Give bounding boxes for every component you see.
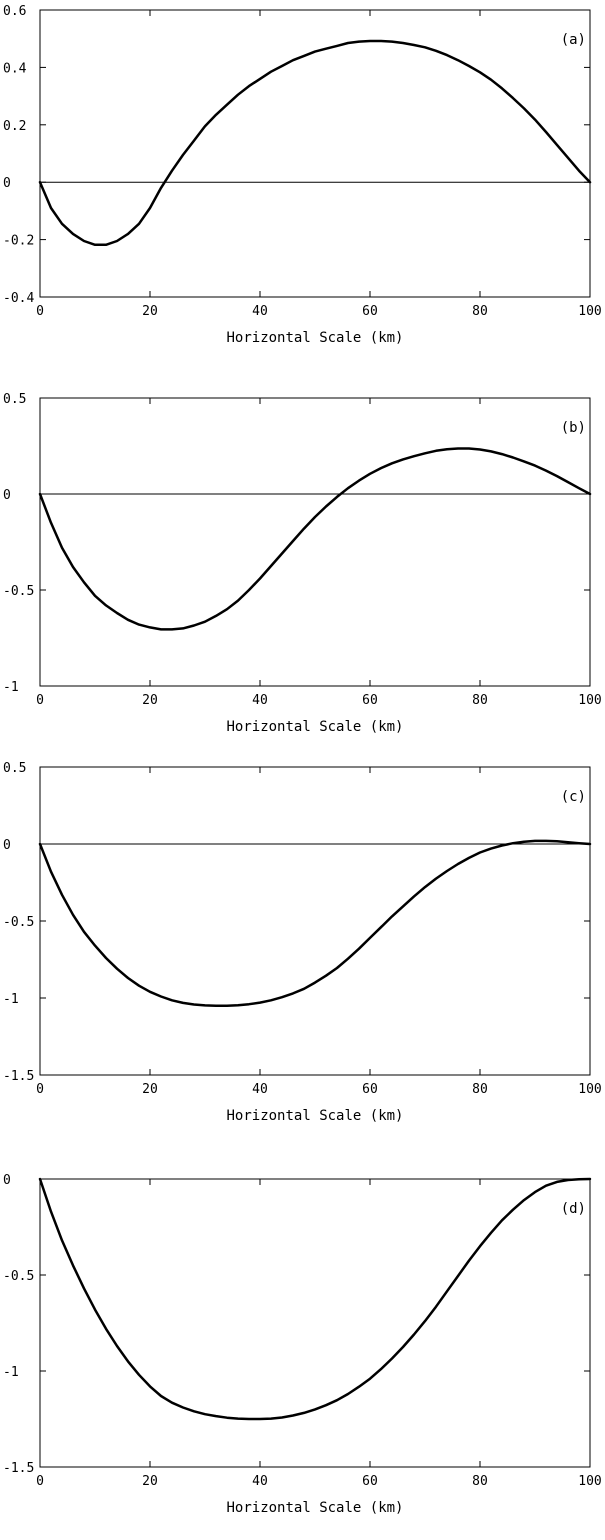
x-tick-label: 0 <box>36 1082 44 1097</box>
x-axis-label: Horizontal Scale (km) <box>226 719 403 735</box>
y-tick-label: 0.5 <box>3 761 26 776</box>
plot-frame <box>39 766 591 1076</box>
x-axis-label: Horizontal Scale (km) <box>226 1500 403 1516</box>
x-tick-label: 80 <box>472 304 488 319</box>
y-tick-label: 0 <box>3 1173 11 1188</box>
panel-label: (b) <box>561 420 586 436</box>
x-tick-label: 40 <box>252 304 268 319</box>
series-line <box>38 39 592 247</box>
x-tick-label: 20 <box>142 1082 158 1097</box>
y-tick-label: 0.4 <box>3 61 27 76</box>
panel-c: 0 20 40 60 80 100 -1.5 -1 -0.5 0 0.5 (c) Horizontal … <box>3 761 602 1124</box>
y-tick-label: 0.5 <box>3 392 26 407</box>
x-tick-label: 60 <box>362 693 378 708</box>
x-tick-label: 0 <box>36 304 44 319</box>
x-tick-label: 60 <box>362 1082 378 1097</box>
plot-frame <box>39 1178 591 1468</box>
x-tick-label: 100 <box>578 304 601 319</box>
x-tick-label: 20 <box>142 1474 158 1489</box>
x-tick-label: 40 <box>252 693 268 708</box>
panel-label: (c) <box>561 789 586 805</box>
y-tick-label: -1 <box>3 1365 19 1380</box>
y-tick-label: -0.4 <box>3 291 34 306</box>
y-tick-label: -1.5 <box>3 1461 34 1476</box>
y-tick-label: 0.6 <box>3 4 26 19</box>
y-tick-label: -0.2 <box>3 234 34 249</box>
panel-d: 0 20 40 60 80 100 -1.5 -1 -0.5 0 (d) Horizontal Sca… <box>3 1173 602 1516</box>
x-axis-label: Horizontal Scale (km) <box>226 330 403 346</box>
x-tick-label: 20 <box>142 304 158 319</box>
y-tick-label: -0.5 <box>3 915 34 930</box>
y-tick-label: -0.5 <box>3 1269 34 1284</box>
y-tick-label: -1.5 <box>3 1069 34 1084</box>
x-tick-label: 0 <box>36 693 44 708</box>
y-tick-label: 0 <box>3 838 11 853</box>
y-tick-label: 0 <box>3 176 11 191</box>
x-axis-label: Horizontal Scale (km) <box>226 1108 403 1124</box>
y-tick-label: -0.5 <box>3 584 34 599</box>
plot-frame <box>39 9 591 298</box>
panel-label: (d) <box>561 1201 586 1217</box>
x-tick-label: 0 <box>36 1474 44 1489</box>
x-tick-label: 80 <box>472 1474 488 1489</box>
panel-a: 0 20 40 60 80 100 -0.4 -0.2 0 0.2 0.4 0.6 (a) Horizon… <box>3 4 602 346</box>
x-tick-label: 80 <box>472 693 488 708</box>
x-tick-label: 60 <box>362 304 378 319</box>
y-tick-label: 0 <box>3 488 11 503</box>
x-tick-label: 20 <box>142 693 158 708</box>
series-line <box>38 447 592 631</box>
series-line <box>38 839 592 1007</box>
panel-label: (a) <box>561 32 586 48</box>
plot-frame <box>39 397 591 687</box>
y-tick-label: 0.2 <box>3 119 26 134</box>
x-tick-label: 60 <box>362 1474 378 1489</box>
panel-b: 0 20 40 60 80 100 -1 -0.5 0 0.5 (b) Horizontal Scal… <box>3 392 602 735</box>
x-tick-label: 40 <box>252 1082 268 1097</box>
x-tick-label: 100 <box>578 1474 601 1489</box>
y-tick-label: -1 <box>3 992 19 1007</box>
x-tick-label: 100 <box>578 693 601 708</box>
x-tick-label: 40 <box>252 1474 268 1489</box>
x-tick-label: 100 <box>578 1082 601 1097</box>
x-tick-label: 80 <box>472 1082 488 1097</box>
series-line <box>38 1177 592 1421</box>
y-tick-label: -1 <box>3 680 19 695</box>
